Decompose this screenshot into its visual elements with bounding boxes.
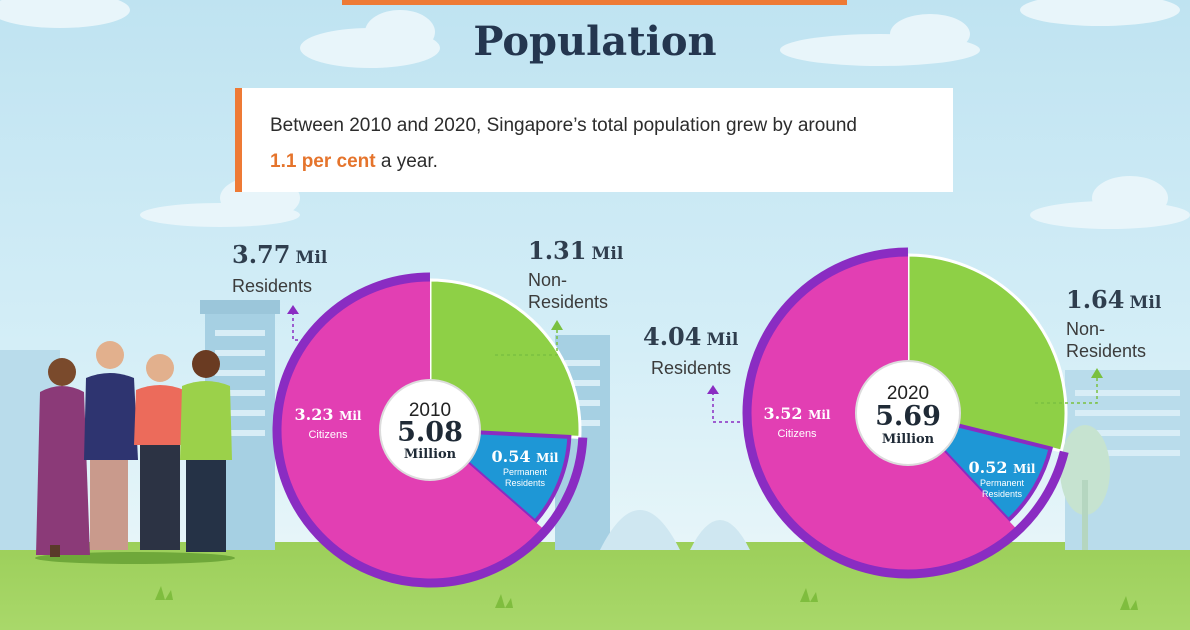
pr-value-unit: Mil [1013, 462, 1036, 476]
non-residents-callout-2010: 1.31 Mil Non- Residents [528, 236, 623, 313]
residents-ring [272, 272, 588, 588]
pr-value: 0.52 Mil [969, 458, 1036, 477]
center-total: 5.08 [397, 417, 463, 448]
residents-callout-2010: 3.77 Mil Residents [232, 240, 327, 297]
page-title: Population [473, 18, 717, 65]
citizens-label: Citizens [777, 428, 817, 440]
residents-arrow-icon [707, 385, 719, 394]
center-year: 2020 [887, 383, 929, 404]
citizens-value-unit: Mil [339, 409, 362, 423]
non-residents-label: Non- Residents [1066, 319, 1147, 361]
clouds [0, 0, 1190, 229]
pr-value-number: 0.54 [492, 447, 531, 466]
intro-callout: Between 2010 and 2020, Singapore’s total… [235, 88, 953, 192]
residents-label: Residents [651, 358, 732, 378]
intro-highlight: 1.1 per cent [270, 151, 376, 172]
non-residents-value: 1.64 [1066, 285, 1125, 314]
pr-label-line-1: Permanent [503, 467, 548, 477]
leader-lines [292, 312, 558, 356]
intro-text-tail: a year. [375, 151, 438, 172]
residents-value: 3.77 [232, 240, 291, 269]
residents-value: 4.04 [643, 322, 702, 351]
non-residents-arrow-icon [551, 320, 563, 330]
citizens-value: 3.23 Mil [295, 405, 362, 424]
non-residents-label: Non- Residents [528, 270, 609, 312]
residents-unit: Mil [706, 330, 739, 350]
pr-value: 0.54 Mil [492, 447, 559, 466]
intro-text: Between 2010 and 2020, Singapore’s total… [270, 108, 950, 180]
non-residents-unit: Mil [591, 244, 624, 264]
residents-ring [742, 247, 1069, 579]
pr-label-line-2: Residents [982, 489, 1023, 499]
non-residents-arrow-icon [1091, 368, 1103, 378]
center-unit: Million [404, 447, 457, 462]
residents-callout-2020: 4.04 Mil Residents [643, 322, 738, 379]
leader-lines [712, 378, 1098, 423]
citizens-value: 3.52 Mil [764, 404, 831, 423]
people-illustration [35, 341, 235, 564]
residents-unit: Mil [295, 248, 328, 268]
pr-value-number: 0.52 [969, 458, 1008, 477]
center-year: 2010 [409, 400, 451, 421]
intro-text-main: Between 2010 and 2020, Singapore’s total… [270, 115, 857, 136]
citizens-value-number: 3.23 [295, 405, 334, 424]
non-residents-value: 1.31 [528, 236, 587, 265]
center-total: 5.69 [875, 401, 941, 432]
residents-label: Residents [232, 276, 313, 296]
center-unit: Million [882, 432, 935, 447]
top-accent-bar [342, 0, 847, 5]
citizens-value-unit: Mil [808, 408, 831, 422]
non-residents-callout-2020: 1.64 Mil Non- Residents [1066, 285, 1161, 362]
residents-arrow-icon [287, 305, 299, 314]
pr-label-line-2: Residents [505, 478, 546, 488]
grass-tufts [155, 586, 1138, 610]
pr-label-line-1: Permanent [980, 478, 1025, 488]
center-disc [379, 379, 481, 481]
non-residents-unit: Mil [1129, 293, 1162, 313]
citizens-label: Citizens [308, 429, 348, 441]
center-disc [855, 360, 961, 466]
pr-value-unit: Mil [536, 451, 559, 465]
citizens-value-number: 3.52 [764, 404, 803, 423]
